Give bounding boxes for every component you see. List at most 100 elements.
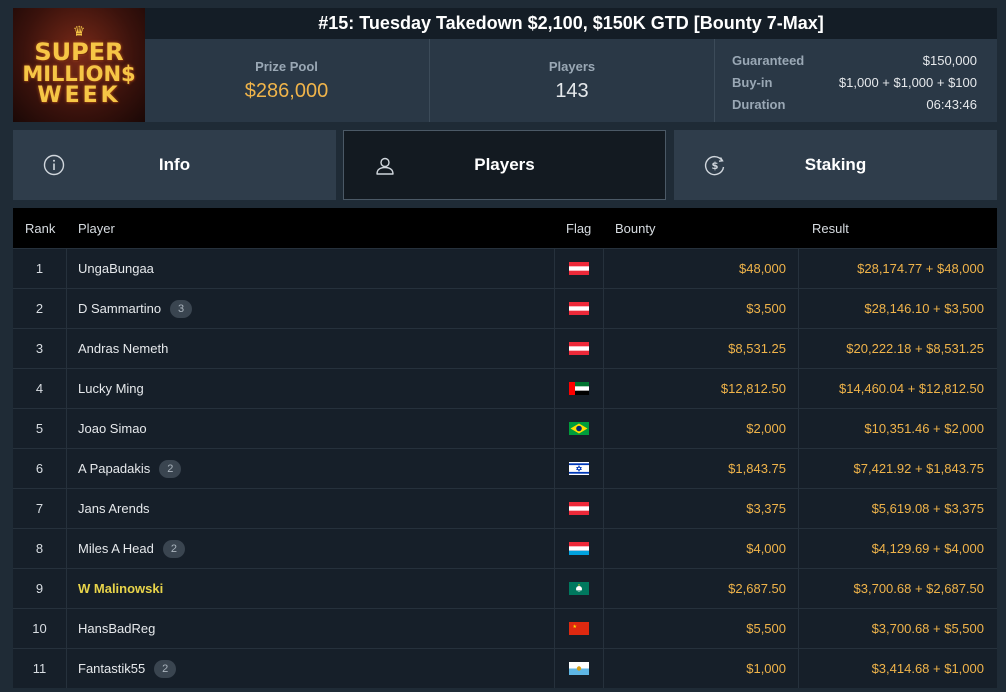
player-name[interactable]: A Papadakis 2: [78, 449, 181, 488]
result-cell: $20,222.18 + $8,531.25: [800, 329, 997, 368]
bounty-cell: $48,000: [603, 249, 799, 288]
header-result[interactable]: Result: [812, 221, 849, 236]
result-cell: $5,619.08 + $3,375: [800, 489, 997, 528]
tournament-header: ♛ SUPER MILLION$ WEEK #15: Tuesday Taked…: [13, 8, 997, 122]
result-cell: $4,129.69 + $4,000: [800, 529, 997, 568]
table-body: 1 UngaBungaa $48,000 $28,174.77 + $48,000 2 D…: [13, 248, 997, 688]
player-name[interactable]: W Malinowski: [78, 569, 163, 608]
entries-badge: 2: [163, 540, 185, 558]
player-name[interactable]: Fantastik55 2: [78, 649, 176, 688]
table-row[interactable]: 5 Joao Simao $2,000 $10,351.46 + $2,000: [13, 408, 997, 448]
tournament-title: #15: Tuesday Takedown $2,100, $150K GTD …: [145, 8, 997, 39]
svg-text:$: $: [712, 161, 719, 172]
table-row[interactable]: 7 Jans Arends $3,375 $5,619.08 + $3,375: [13, 488, 997, 528]
crown-icon: ♛: [73, 24, 86, 38]
rank-cell: 6: [13, 449, 67, 488]
result-cell: $10,351.46 + $2,000: [800, 409, 997, 448]
player-name-text: UngaBungaa: [78, 261, 154, 276]
logo-line-3: WEEK: [37, 85, 120, 107]
china-flag-icon: ★: [569, 622, 589, 635]
player-name[interactable]: UngaBungaa: [78, 249, 154, 288]
tab-info[interactable]: Info: [13, 130, 336, 200]
detail-value: $1,000 + $1,000 + $100: [839, 75, 977, 90]
prize-pool-value: $286,000: [245, 80, 328, 103]
player-name[interactable]: D Sammartino 3: [78, 289, 192, 328]
header-player[interactable]: Player: [78, 221, 115, 236]
entries-badge: 2: [154, 660, 176, 678]
result-cell: $7,421.92 + $1,843.75: [800, 449, 997, 488]
result-cell: $14,460.04 + $12,812.50: [800, 369, 997, 408]
flag-cell: [554, 289, 604, 328]
player-name[interactable]: Joao Simao: [78, 409, 147, 448]
flag-cell: [554, 489, 604, 528]
tab-players-label: Players: [474, 155, 535, 175]
player-name[interactable]: HansBadReg: [78, 609, 155, 648]
player-name[interactable]: Jans Arends: [78, 489, 150, 528]
bounty-cell: $5,500: [603, 609, 799, 648]
detail-label: Guaranteed: [732, 53, 804, 68]
flag-cell: [554, 369, 604, 408]
bounty-cell: $1,000: [603, 649, 799, 688]
flag-cell: [554, 249, 604, 288]
table-header: Rank Player Flag Bounty Result: [13, 208, 997, 248]
table-row[interactable]: 6 A Papadakis 2 $1,843.75 $7,421.92 + $1,843…: [13, 448, 997, 488]
player-name-text: Joao Simao: [78, 421, 147, 436]
prize-pool-label: Prize Pool: [255, 59, 318, 74]
bounty-cell: $4,000: [603, 529, 799, 568]
header-rank[interactable]: Rank: [25, 221, 55, 236]
player-name-text: W Malinowski: [78, 581, 163, 596]
players-value: 143: [555, 80, 588, 103]
tab-players[interactable]: Players: [343, 130, 666, 200]
luxembourg-flag-icon: [569, 542, 589, 555]
header-flag[interactable]: Flag: [566, 221, 591, 236]
player-name[interactable]: Lucky Ming: [78, 369, 144, 408]
rank-cell: 8: [13, 529, 67, 568]
rank-cell: 11: [13, 649, 67, 688]
header-bounty[interactable]: Bounty: [615, 221, 655, 236]
bounty-cell: $3,375: [603, 489, 799, 528]
entries-badge: 2: [159, 460, 181, 478]
table-row[interactable]: 9 W Malinowski $2,687.50 $3,700.68 + $2,687…: [13, 568, 997, 608]
table-row[interactable]: 4 Lucky Ming $12,812.50 $14,460.04 + $12,81…: [13, 368, 997, 408]
player-name-text: Andras Nemeth: [78, 341, 168, 356]
table-row[interactable]: 8 Miles A Head 2 $4,000 $4,129.69 + $4,000: [13, 528, 997, 568]
player-name-text: D Sammartino: [78, 301, 161, 316]
bounty-cell: $1,843.75: [603, 449, 799, 488]
tab-staking-label: Staking: [805, 155, 866, 175]
bounty-cell: $12,812.50: [603, 369, 799, 408]
austria-flag-icon: [569, 342, 589, 355]
table-row[interactable]: 2 D Sammartino 3 $3,500 $28,146.10 + $3,500: [13, 288, 997, 328]
bounty-cell: $8,531.25: [603, 329, 799, 368]
brazil-flag-icon: [569, 422, 589, 435]
logo-line-1: SUPER: [34, 40, 123, 64]
player-name[interactable]: Andras Nemeth: [78, 329, 168, 368]
bounty-cell: $2,000: [603, 409, 799, 448]
san-marino-flag-icon: [569, 662, 589, 675]
table-row[interactable]: 11 Fantastik55 2 $1,000 $3,414.68 + $1,000: [13, 648, 997, 688]
tab-staking[interactable]: $ Staking: [674, 130, 997, 200]
player-name-text: A Papadakis: [78, 461, 150, 476]
table-row[interactable]: 1 UngaBungaa $48,000 $28,174.77 + $48,000: [13, 248, 997, 288]
svg-text:★: ★: [573, 624, 578, 630]
detail-value: $150,000: [923, 53, 977, 68]
stats-panel: Prize Pool $286,000 Players 143 Guarante…: [145, 39, 997, 122]
info-icon: [43, 154, 65, 176]
players-stat: Players 143: [429, 39, 715, 122]
table-row[interactable]: 3 Andras Nemeth $8,531.25 $20,222.18 + $8,5…: [13, 328, 997, 368]
austria-flag-icon: [569, 502, 589, 515]
result-cell: $3,414.68 + $1,000: [800, 649, 997, 688]
israel-flag-icon: [569, 462, 589, 475]
tournament-details: Guaranteed $150,000 Buy-in $1,000 + $1,0…: [732, 49, 977, 115]
player-name[interactable]: Miles A Head 2: [78, 529, 185, 568]
player-name-text: Miles A Head: [78, 541, 154, 556]
rank-cell: 9: [13, 569, 67, 608]
uae-flag-icon: [569, 382, 589, 395]
table-row[interactable]: 10 HansBadReg ★ $5,500 $3,700.68 + $5,500: [13, 608, 997, 648]
rank-cell: 5: [13, 409, 67, 448]
austria-flag-icon: [569, 262, 589, 275]
tab-bar: Info Players $ Staking: [13, 130, 997, 200]
player-name-text: HansBadReg: [78, 621, 155, 636]
detail-guaranteed: Guaranteed $150,000: [732, 49, 977, 71]
flag-cell: [554, 409, 604, 448]
rank-cell: 7: [13, 489, 67, 528]
